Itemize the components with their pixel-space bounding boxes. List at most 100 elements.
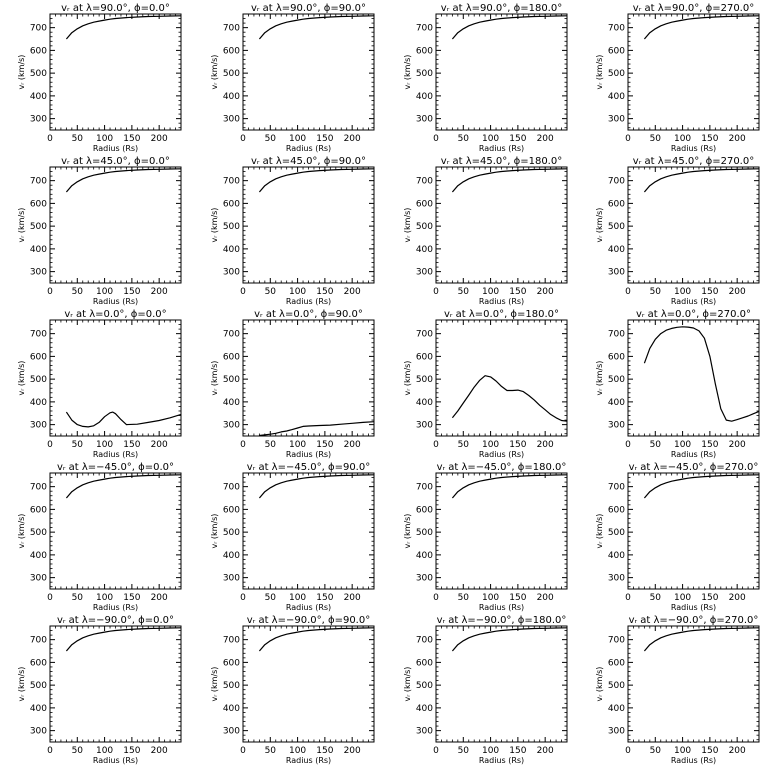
x-tick-label: 200 [537,593,554,603]
chart-panel: 0 50 100 150 200 300 400 500 600 700 vᵣ at λ=90.0°… [595,3,760,153]
y-tick-label: 300 [608,421,625,431]
series-line [258,15,375,40]
chart-panel: 0 50 100 150 200 300 400 500 600 700 vᵣ at λ=0.0°,… [210,309,375,459]
x-tick-label: 50 [650,746,662,756]
chart-panel: 0 50 100 150 200 300 400 500 600 700 vᵣ at λ=−45.0… [210,462,375,612]
y-axis-label: vᵣ (km/s) [403,667,412,702]
x-tick-label: 50 [72,440,84,450]
x-tick-label: 100 [482,746,499,756]
y-tick-label: 600 [30,352,47,362]
y-tick-label: 600 [223,658,240,668]
y-axis-label: vᵣ (km/s) [403,361,412,396]
y-tick-label: 300 [223,268,240,278]
x-tick-label: 100 [482,287,499,297]
x-tick-label: 50 [458,287,470,297]
x-tick-label: 0 [433,593,439,603]
x-axis-label: Radius (Rs) [479,603,524,612]
x-tick-label: 200 [537,134,554,144]
x-tick-label: 0 [47,134,53,144]
y-tick-label: 300 [416,115,433,125]
x-axis-label: Radius (Rs) [671,756,716,765]
x-tick-label: 200 [537,440,554,450]
x-tick-label: 100 [674,593,691,603]
y-tick-label: 400 [608,551,625,561]
y-tick-label: 300 [30,115,47,125]
y-axis-label: vᵣ (km/s) [17,361,26,396]
y-tick-label: 400 [416,398,433,408]
y-tick-label: 700 [608,24,625,34]
y-axis-label: vᵣ (km/s) [210,361,219,396]
y-tick-label: 500 [608,528,625,538]
y-tick-label: 600 [416,352,433,362]
chart-panel: 0 50 100 150 200 300 400 500 600 700 vᵣ at λ=0.0°,… [17,309,182,459]
y-tick-label: 500 [416,69,433,79]
x-tick-label: 0 [625,440,631,450]
y-axis-label: vᵣ (km/s) [403,55,412,90]
y-tick-label: 600 [416,505,433,515]
x-tick-label: 50 [72,134,84,144]
y-tick-label: 400 [223,704,240,714]
x-tick-label: 50 [650,440,662,450]
x-tick-label: 0 [433,134,439,144]
x-axis-label: Radius (Rs) [93,603,138,612]
y-tick-label: 400 [223,92,240,102]
plot-title: vᵣ at λ=−45.0°, ϕ=0.0° [57,462,174,473]
plot-title: vᵣ at λ=−90.0°, ϕ=270.0° [629,615,759,626]
x-tick-label: 200 [729,440,746,450]
y-tick-label: 500 [608,681,625,691]
series-line [643,326,760,422]
chart-panel: 0 50 100 150 200 300 400 500 600 700 vᵣ at λ=−90.0… [210,615,375,765]
y-tick-label: 600 [608,505,625,515]
y-tick-label: 300 [30,421,47,431]
y-tick-label: 700 [223,177,240,187]
y-tick-label: 300 [608,268,625,278]
y-tick-label: 700 [608,483,625,493]
y-tick-label: 500 [416,681,433,691]
y-axis-label: vᵣ (km/s) [595,514,604,549]
x-tick-label: 150 [701,134,718,144]
plot-frame [435,625,568,743]
chart-panel: 0 50 100 150 200 300 400 500 600 700 vᵣ at λ=−45.0… [17,462,182,612]
x-tick-label: 150 [509,134,526,144]
y-tick-label: 300 [416,421,433,431]
y-axis-label: vᵣ (km/s) [17,55,26,90]
x-tick-label: 200 [729,746,746,756]
x-tick-label: 0 [240,440,246,450]
plot-title: vᵣ at λ=0.0°, ϕ=0.0° [64,309,166,320]
series-line [65,15,182,40]
x-axis-label: Radius (Rs) [479,756,524,765]
plot-frame [49,319,182,437]
x-axis-label: Radius (Rs) [671,603,716,612]
series-line [451,375,568,422]
x-axis-label: Radius (Rs) [479,297,524,306]
y-tick-label: 500 [608,69,625,79]
y-tick-label: 700 [416,636,433,646]
y-tick-label: 400 [30,245,47,255]
y-tick-label: 600 [223,352,240,362]
chart-panel: 0 50 100 150 200 300 400 500 600 700 vᵣ at λ=45.0°… [210,156,375,306]
plot-frame [627,166,760,284]
plot-frame [435,319,568,437]
y-tick-label: 600 [416,658,433,668]
plot-frame [435,13,568,131]
y-tick-label: 400 [223,551,240,561]
y-tick-label: 400 [30,704,47,714]
x-tick-label: 0 [47,593,53,603]
x-tick-label: 50 [458,440,470,450]
x-tick-label: 200 [151,440,168,450]
x-axis-label: Radius (Rs) [286,144,331,153]
y-tick-label: 700 [416,330,433,340]
x-tick-label: 50 [265,287,277,297]
x-tick-label: 50 [265,134,277,144]
series-line [65,168,182,193]
x-tick-label: 150 [509,287,526,297]
y-tick-label: 500 [416,222,433,232]
y-tick-label: 700 [608,177,625,187]
x-tick-label: 200 [344,440,361,450]
y-tick-label: 400 [608,704,625,714]
plot-title: vᵣ at λ=−90.0°, ϕ=180.0° [437,615,567,626]
x-axis-label: Radius (Rs) [286,756,331,765]
y-tick-label: 400 [608,245,625,255]
plot-title: vᵣ at λ=0.0°, ϕ=180.0° [444,309,559,320]
